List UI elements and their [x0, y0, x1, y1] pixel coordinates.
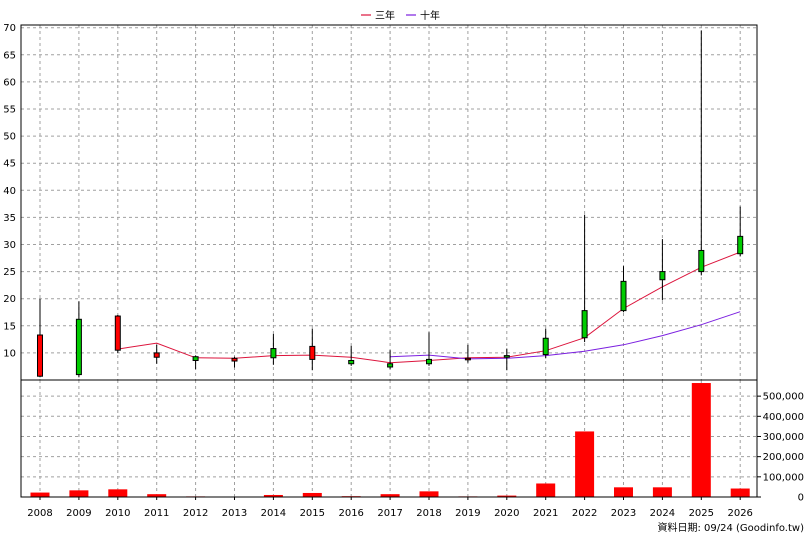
price-tick-label: 50	[3, 132, 16, 143]
price-tick-label: 10	[3, 348, 16, 359]
price-tick-label: 20	[3, 294, 16, 305]
volume-frame	[20, 379, 758, 498]
volume-bar	[302, 492, 322, 497]
volume-bar	[730, 488, 750, 497]
candle-body	[581, 310, 588, 339]
candle-body	[270, 348, 277, 359]
candle-body	[153, 352, 160, 358]
candle-body	[503, 355, 510, 358]
candle-body	[387, 363, 394, 368]
price-tick-label: 35	[3, 213, 16, 224]
candle-body	[231, 357, 238, 362]
x-tick-label: 2018	[416, 508, 441, 519]
candle-body	[348, 359, 355, 365]
price-tick-label: 45	[3, 159, 16, 170]
volume-bar	[263, 494, 283, 497]
price-tick-label: 60	[3, 77, 16, 88]
volume-bar	[614, 487, 633, 497]
volume-bar	[380, 494, 400, 497]
candle-body	[737, 235, 744, 255]
x-tick-label: 2013	[222, 508, 247, 519]
candle-body	[542, 337, 549, 356]
candle-body	[620, 280, 627, 312]
candle-body	[75, 318, 82, 376]
legend-label: 十年	[420, 9, 440, 22]
price-tick-label: 15	[3, 321, 16, 332]
x-tick-label: 2022	[572, 508, 597, 519]
x-tick-label: 2012	[183, 508, 208, 519]
volume-tick-label: 200,000	[763, 452, 804, 463]
volume-bar	[69, 490, 89, 497]
volume-bar	[497, 495, 517, 497]
legend-label: 三年	[375, 9, 395, 22]
volume-tick-label: 400,000	[763, 412, 804, 423]
candle-body	[464, 357, 471, 361]
ma-line-ten-year	[390, 311, 741, 360]
x-tick-label: 2023	[611, 508, 636, 519]
candle-body	[114, 315, 121, 351]
x-tick-label: 2008	[27, 508, 52, 519]
x-tick-label: 2017	[377, 508, 402, 519]
volume-bar	[652, 487, 672, 497]
candle-body	[37, 334, 43, 377]
volume-bar	[536, 483, 556, 497]
x-tick-label: 2021	[533, 508, 558, 519]
price-tick-label: 40	[3, 186, 16, 197]
price-tick-label: 70	[3, 23, 16, 34]
price-tick-label: 65	[3, 50, 16, 61]
x-tick-label: 2019	[455, 508, 480, 519]
footer-text: 資料日期: 09/24 (Goodinfo.tw)	[657, 521, 804, 534]
volume-panel: 0 100,000 200,000 300,000 400,000 500,000	[20, 379, 804, 504]
price-tick-label: 55	[3, 105, 16, 116]
volume-bar	[575, 431, 595, 497]
candle-body	[659, 271, 666, 281]
candle-body	[698, 249, 705, 273]
volume-bar	[419, 491, 439, 497]
legend: 三年 十年	[361, 9, 440, 22]
price-tick-label: 25	[3, 267, 16, 278]
candle-body	[426, 358, 432, 365]
volume-bar	[108, 489, 128, 497]
x-tick-label: 2015	[300, 508, 325, 519]
x-tick-label: 2014	[261, 508, 286, 519]
x-tick-label: 2016	[338, 508, 363, 519]
x-tick-label: 2009	[66, 508, 91, 519]
x-tick-label: 2026	[727, 508, 752, 519]
x-tick-label: 2024	[650, 508, 675, 519]
candle-body	[309, 345, 316, 360]
volume-tick-label: 0	[798, 493, 804, 504]
volume-tick-label: 300,000	[763, 432, 804, 443]
volume-tick-label: 100,000	[763, 472, 804, 483]
x-axis: 2008 2009 2010 2011 2012 2013 2014 2015 2016 2017…	[27, 497, 753, 519]
price-tick-label: 30	[3, 240, 16, 251]
volume-tick-label: 500,000	[763, 392, 804, 403]
x-tick-label: 2020	[494, 508, 519, 519]
x-tick-label: 2010	[105, 508, 130, 519]
volume-bar	[691, 383, 711, 497]
price-panel: 10 15 20 25 30 35 40 45 50 55 60 65 70	[3, 23, 758, 381]
candle-body	[192, 356, 199, 361]
volume-bar	[147, 494, 167, 497]
volume-bar	[30, 492, 50, 497]
x-tick-label: 2011	[144, 508, 169, 519]
x-tick-label: 2025	[689, 508, 714, 519]
